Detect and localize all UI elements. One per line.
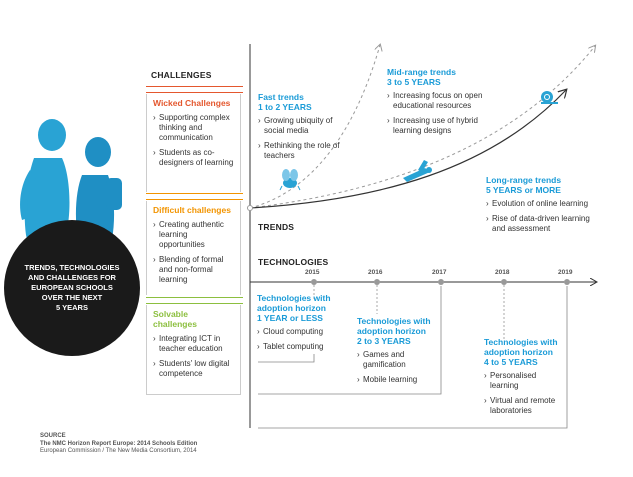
solvable-top-bar [146, 297, 243, 304]
circle-title-line: OVER THE NEXT [41, 293, 103, 302]
long-trend-curve [249, 90, 566, 209]
challenge-item: Supporting complex thinking and communic… [153, 113, 234, 143]
trend-item: Rethinking the role of teachers [258, 141, 340, 161]
circle-title-line: EUROPEAN SCHOOLS [31, 283, 113, 292]
technology-item: Cloud computing [257, 327, 347, 337]
trend-item: Rise of data-driven learning and assessm… [486, 214, 596, 234]
technology-item: Mobile learning [357, 375, 447, 385]
challenge-item: Creating authentic learning opportunitie… [153, 220, 234, 250]
wicked-challenges-title: Wicked Challenges [153, 98, 231, 108]
mid-range-trends: Mid-range trends 3 to 5 YEARS Increasing… [387, 67, 497, 141]
difficult-challenges-title: Difficult challenges [153, 205, 231, 215]
long-trends-horizon: 5 YEARS or MORE [486, 185, 561, 195]
trend-item: Evolution of online learning [486, 199, 596, 209]
fast-trends-title: Fast trends [258, 92, 304, 102]
technologies-label: TECHNOLOGIES [258, 257, 329, 267]
tech-h3-horizon: 4 to 5 YEARS [484, 357, 538, 367]
wicked-top-bar [146, 86, 243, 93]
trend-item: Growing ubiquity of social media [258, 116, 340, 136]
fast-trend-curve [249, 45, 380, 209]
mid-trends-horizon: 3 to 5 YEARS [387, 77, 441, 87]
trend-item: Increasing use of hybrid learning design… [387, 116, 497, 136]
timeline-year-dots [311, 279, 570, 285]
year-label: 2018 [495, 269, 510, 276]
horizon3-bracket [258, 286, 568, 429]
year-label: 2019 [558, 269, 573, 276]
tech-h1-title: Technologies with adoption horizon [257, 293, 331, 313]
mid-trends-title: Mid-range trends [387, 67, 456, 77]
year-label: 2016 [368, 269, 383, 276]
circle-title-line: AND CHALLENGES FOR [28, 273, 116, 282]
challenge-item: Students as co-designers of learning [153, 148, 234, 168]
technologies-horizon-1: Technologies with adoption horizon 1 YEA… [257, 293, 347, 357]
challenge-item: Blending of formal and non-formal learni… [153, 255, 234, 285]
trends-label: TRENDS [258, 222, 295, 232]
tech-h3-title: Technologies with adoption horizon [484, 337, 558, 357]
technologies-horizon-2: Technologies with adoption horizon 2 to … [357, 316, 447, 390]
horizon1-bracket [258, 354, 315, 363]
grasshopper-icon [403, 160, 432, 182]
difficult-top-bar [146, 193, 243, 200]
year-label: 2017 [432, 269, 447, 276]
technology-item: Tablet computing [257, 342, 347, 352]
bee-icon [279, 169, 301, 191]
circle-title-line: TRENDS, TECHNOLOGIES [24, 263, 120, 272]
technology-item: Virtual and remote laboratories [484, 396, 564, 416]
year-label: 2015 [305, 269, 320, 276]
source-note: SOURCE The NMC Horizon Report Europe: 20… [40, 433, 300, 456]
horizon2-bracket [258, 286, 442, 395]
fast-trends: Fast trends 1 to 2 YEARS Growing ubiquit… [258, 92, 340, 166]
snail-icon [541, 91, 558, 104]
technology-item: Games and gamification [357, 350, 447, 370]
technology-item: Personalised learning [484, 371, 564, 391]
fast-trends-horizon: 1 to 2 YEARS [258, 102, 312, 112]
children-illustration [4, 119, 140, 356]
title-circle [4, 220, 140, 356]
trend-item: Increasing focus on open educational res… [387, 91, 497, 111]
trend-origin-dot [247, 205, 253, 211]
challenge-item: Students' low digital competence [153, 359, 234, 379]
challenges-header: CHALLENGES [151, 70, 212, 80]
source-line-1: The NMC Horizon Report Europe: 2014 Scho… [40, 440, 198, 447]
technologies-horizon-3: Technologies with adoption horizon 4 to … [484, 337, 564, 421]
circle-title-line: 5 YEARS [56, 303, 88, 312]
long-range-trends: Long-range trends 5 YEARS or MORE Evolut… [486, 175, 596, 239]
tech-h2-horizon: 2 to 3 YEARS [357, 336, 411, 346]
tech-h2-title: Technologies with adoption horizon [357, 316, 431, 336]
source-line-2: European Commission / The New Media Cons… [40, 448, 197, 454]
long-trends-title: Long-range trends [486, 175, 562, 185]
solvable-challenges-title: Solvable challenges [153, 309, 197, 329]
tech-h1-horizon: 1 YEAR or LESS [257, 313, 323, 323]
challenge-item: Integrating ICT in teacher education [153, 334, 234, 354]
circle-title: TRENDS, TECHNOLOGIES AND CHALLENGES FOR … [22, 263, 122, 313]
source-label: SOURCE [40, 433, 66, 439]
mid-trend-curve [249, 46, 595, 209]
